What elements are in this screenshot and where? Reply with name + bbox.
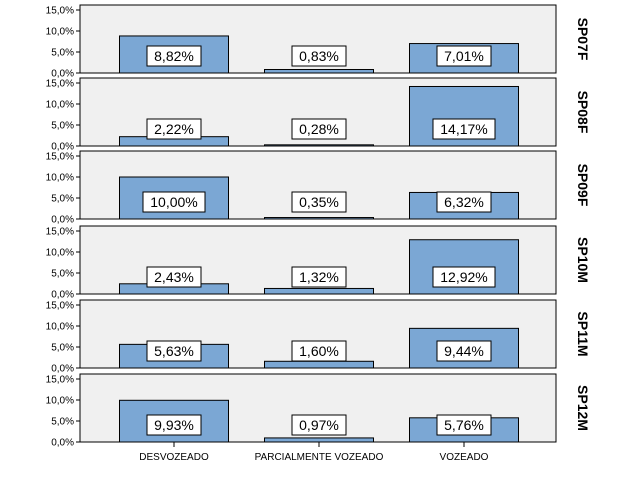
bar — [264, 360, 374, 369]
y-tick-label: 10,0% — [46, 396, 74, 407]
data-label: 0,83% — [299, 48, 339, 64]
y-tick-label: 15,0% — [46, 375, 74, 386]
data-label: 14,17% — [440, 121, 487, 137]
y-tick-label: 5,0% — [51, 269, 74, 280]
x-category-label: DESVOZEADO — [139, 452, 209, 463]
panel-label: SP08F — [575, 91, 591, 134]
data-label: 0,28% — [299, 121, 339, 137]
bar — [264, 437, 374, 443]
y-tick-label: 10,0% — [46, 173, 74, 184]
data-label-box — [142, 191, 206, 213]
y-tick-label: 5,0% — [51, 48, 74, 59]
y-tick-label: 0,0% — [51, 364, 74, 375]
data-label-box — [146, 45, 202, 67]
y-tick-label: 0,0% — [51, 142, 74, 153]
data-label: 2,43% — [154, 269, 194, 285]
data-label-box — [436, 414, 492, 436]
data-label-box — [432, 266, 496, 288]
y-tick-label: 15,0% — [46, 301, 74, 312]
data-label-box — [436, 191, 492, 213]
y-tick-label: 15,0% — [46, 152, 74, 163]
panel-label: SP10M — [575, 237, 591, 283]
data-label: 5,63% — [154, 343, 194, 359]
data-label-box — [291, 414, 347, 436]
data-label: 1,60% — [299, 343, 339, 359]
panel-label: SP11M — [575, 311, 591, 356]
data-label-box — [436, 45, 492, 67]
y-tick-label: 15,0% — [46, 6, 74, 17]
data-label: 8,82% — [154, 48, 194, 64]
y-tick-label: 5,0% — [51, 343, 74, 354]
bar — [264, 69, 374, 74]
data-label-box — [146, 414, 202, 436]
data-label: 1,32% — [299, 269, 339, 285]
x-category-label: PARCIALMENTE VOZEADO — [255, 452, 384, 463]
data-label-box — [432, 118, 496, 140]
bar — [264, 287, 374, 295]
data-label-box — [436, 340, 492, 362]
data-label-box — [291, 191, 347, 213]
y-tick-label: 10,0% — [46, 248, 74, 259]
panel-label: SP09F — [575, 164, 591, 207]
y-tick-label: 15,0% — [46, 227, 74, 238]
y-tick-label: 5,0% — [51, 417, 74, 428]
panel-label: SP12M — [575, 385, 591, 431]
data-label-box — [291, 45, 347, 67]
data-label: 10,00% — [150, 194, 197, 210]
y-tick-label: 0,0% — [51, 290, 74, 301]
data-label: 12,92% — [440, 269, 487, 285]
data-label-box — [291, 340, 347, 362]
data-label: 9,93% — [154, 417, 194, 433]
data-label-box — [146, 118, 202, 140]
y-tick-label: 10,0% — [46, 27, 74, 38]
bar — [264, 217, 374, 220]
y-tick-label: 5,0% — [51, 121, 74, 132]
y-tick-label: 5,0% — [51, 194, 74, 205]
y-tick-label: 15,0% — [46, 79, 74, 90]
y-tick-label: 0,0% — [51, 215, 74, 226]
y-tick-label: 0,0% — [51, 438, 74, 449]
data-label: 2,22% — [154, 121, 194, 137]
y-tick-label: 0,0% — [51, 69, 74, 80]
bar — [264, 144, 374, 147]
data-label-box — [146, 340, 202, 362]
data-label: 0,35% — [299, 194, 339, 210]
x-category-label: VOZEADO — [440, 452, 489, 463]
data-label: 6,32% — [444, 194, 484, 210]
panel-label: SP07F — [575, 18, 591, 61]
data-label: 9,44% — [444, 343, 484, 359]
data-label: 7,01% — [444, 48, 484, 64]
y-tick-label: 10,0% — [46, 322, 74, 333]
data-label: 5,76% — [444, 417, 484, 433]
data-label-box — [291, 118, 347, 140]
bar — [409, 85, 519, 147]
data-label-box — [146, 266, 202, 288]
data-label-box — [291, 266, 347, 288]
y-tick-label: 10,0% — [46, 100, 74, 111]
data-label: 0,97% — [299, 417, 339, 433]
